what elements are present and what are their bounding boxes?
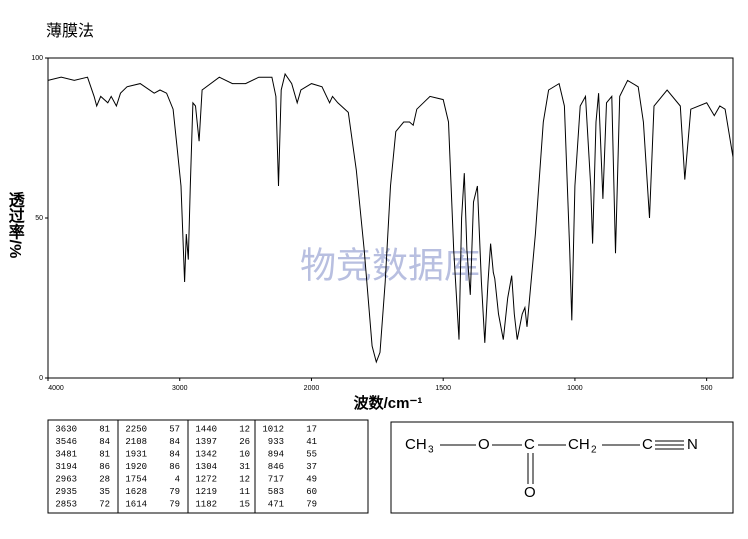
peak-transmittance: 49 (306, 474, 317, 484)
peak-wavenumber: 3546 (55, 437, 77, 447)
spectrum-line (47, 72, 734, 364)
peak-wavenumber: 933 (268, 437, 284, 447)
peak-transmittance: 28 (99, 474, 110, 484)
peak-wavenumber: 1614 (125, 499, 147, 509)
atom: O (478, 436, 490, 453)
x-tick-label: 3000 (172, 385, 188, 392)
table-frame (47, 419, 369, 514)
peak-wavenumber: 1012 (262, 424, 284, 434)
peak-transmittance: 79 (306, 499, 317, 509)
structure: CH 3 O C O CH 2 C N (390, 421, 734, 514)
peak-transmittance: 55 (306, 449, 317, 459)
peak-transmittance: 81 (99, 449, 110, 459)
structure-frame (390, 421, 734, 514)
peak-wavenumber: 1182 (195, 499, 217, 509)
chart-title: 薄膜法 (46, 22, 94, 40)
peak-wavenumber: 2935 (55, 487, 77, 497)
peak-transmittance: 86 (99, 462, 110, 472)
y-tick-label: 0 (39, 375, 43, 382)
peak-wavenumber: 2853 (55, 499, 77, 509)
peak-transmittance: 31 (239, 462, 250, 472)
peak-wavenumber: 2963 (55, 474, 77, 484)
y-tick-label: 50 (35, 215, 43, 222)
y-tick-label: 100 (31, 55, 43, 62)
peak-transmittance: 11 (239, 487, 250, 497)
atom: CH (568, 436, 590, 453)
peak-wavenumber: 1931 (125, 449, 147, 459)
peak-transmittance: 84 (99, 437, 110, 447)
peak-transmittance: 60 (306, 487, 317, 497)
atom: C (642, 436, 653, 453)
peak-transmittance: 4 (175, 474, 180, 484)
peak-transmittance: 79 (169, 487, 180, 497)
peak-transmittance: 26 (239, 437, 250, 447)
atom: O (524, 484, 536, 501)
peak-wavenumber: 1754 (125, 474, 147, 484)
peak-wavenumber: 846 (268, 462, 284, 472)
peak-wavenumber: 1272 (195, 474, 217, 484)
peak-transmittance: 41 (306, 437, 317, 447)
peak-transmittance: 81 (99, 424, 110, 434)
peak-wavenumber: 3481 (55, 449, 77, 459)
peak-transmittance: 17 (306, 424, 317, 434)
x-tick-label: 4000 (48, 385, 64, 392)
peak-transmittance: 79 (169, 499, 180, 509)
watermark: 物竞数据库 (300, 245, 480, 286)
y-label: 透过率/% (6, 192, 25, 259)
peak-wavenumber: 1628 (125, 487, 147, 497)
peak-wavenumber: 894 (268, 449, 284, 459)
peak-wavenumber: 1219 (195, 487, 217, 497)
peak-transmittance: 12 (239, 474, 250, 484)
peak-wavenumber: 1342 (195, 449, 217, 459)
peak-transmittance: 86 (169, 462, 180, 472)
atom-sub: 3 (428, 445, 434, 456)
atom: N (687, 436, 698, 453)
x-tick-label: 2000 (304, 385, 320, 392)
peak-table: 3630 81 3546 84 3481 81 3194 86 2963 28 2935 35 2853… (47, 419, 369, 514)
peak-transmittance: 35 (99, 487, 110, 497)
peak-transmittance: 10 (239, 449, 250, 459)
peak-transmittance: 15 (239, 499, 250, 509)
x-label: 波数/cm⁻¹ (354, 394, 423, 412)
peak-wavenumber: 717 (268, 474, 284, 484)
peak-transmittance: 84 (169, 437, 180, 447)
peak-transmittance: 72 (99, 499, 110, 509)
plot-frame (47, 57, 734, 379)
peak-wavenumber: 3194 (55, 462, 77, 472)
atom: C (524, 436, 535, 453)
peak-transmittance: 37 (306, 462, 317, 472)
peak-wavenumber: 583 (268, 487, 284, 497)
peak-wavenumber: 1920 (125, 462, 147, 472)
x-tick-label: 1000 (567, 385, 583, 392)
peak-wavenumber: 3630 (55, 424, 77, 434)
peak-wavenumber: 1440 (195, 424, 217, 434)
peak-transmittance: 57 (169, 424, 180, 434)
peak-transmittance: 12 (239, 424, 250, 434)
x-tick-label: 1500 (435, 385, 451, 392)
x-tick-label: 500 (701, 385, 713, 392)
peak-wavenumber: 2250 (125, 424, 147, 434)
peak-wavenumber: 2108 (125, 437, 147, 447)
peak-transmittance: 84 (169, 449, 180, 459)
atom: CH (405, 436, 427, 453)
peak-wavenumber: 471 (268, 499, 284, 509)
peak-wavenumber: 1304 (195, 462, 217, 472)
peak-wavenumber: 1397 (195, 437, 217, 447)
atom-sub: 2 (591, 445, 597, 456)
